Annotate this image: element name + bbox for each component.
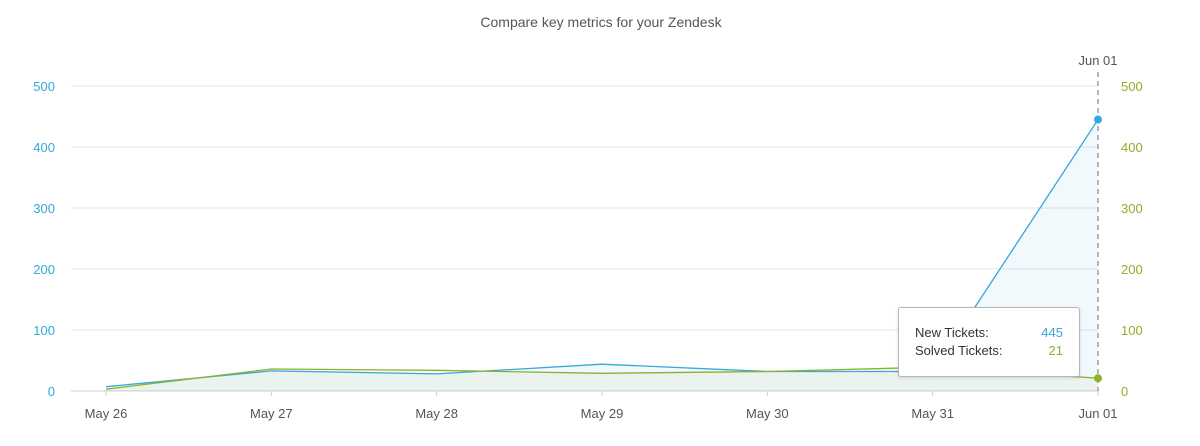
grid-lines: [71, 85, 1098, 392]
tooltip-value-solved-tickets: 21: [1048, 343, 1063, 358]
y-left-tick-400: 400: [33, 140, 55, 155]
y-left-tick-200: 200: [33, 262, 55, 277]
y-right-tick-200: 200: [1121, 262, 1143, 277]
y-right-tick-100: 100: [1121, 323, 1143, 338]
x-tick-label-1: May 27: [250, 406, 293, 421]
tooltip-label-solved-tickets: Solved Tickets:: [915, 343, 1003, 358]
x-axis: May 26 May 27 May 28 May 29 May 30 May 31 Jun …: [85, 391, 1118, 421]
x-tick-label-5: May 31: [911, 406, 954, 421]
x-tick-label-4: May 30: [746, 406, 789, 421]
x-tick-label-3: May 29: [581, 406, 624, 421]
y-left-tick-300: 300: [33, 201, 55, 216]
tooltip-row-new-tickets: New Tickets: 445: [915, 324, 1063, 342]
tooltip-value-new-tickets: 445: [1041, 325, 1063, 340]
hover-date-label: Jun 01: [1078, 53, 1117, 68]
y-right-tick-300: 300: [1121, 201, 1143, 216]
x-tick-label-6: Jun 01: [1078, 406, 1117, 421]
y-right-tick-0: 0: [1121, 384, 1128, 399]
y-axis-left: 0 100 200 300 400 500: [33, 79, 55, 399]
chart-title: Compare key metrics for your Zendesk: [480, 14, 722, 30]
y-right-tick-500: 500: [1121, 79, 1143, 94]
y-left-tick-100: 100: [33, 323, 55, 338]
tooltip-row-solved-tickets: Solved Tickets: 21: [915, 342, 1063, 360]
x-tick-label-2: May 28: [415, 406, 458, 421]
point-new-tickets-6[interactable]: [1094, 115, 1102, 124]
tooltip: New Tickets: 445 Solved Tickets: 21: [898, 307, 1080, 377]
hover-markers[interactable]: [1094, 115, 1102, 383]
y-axis-right: 0 100 200 300 400 500: [1121, 79, 1143, 399]
y-right-tick-400: 400: [1121, 140, 1143, 155]
y-left-tick-0: 0: [48, 384, 55, 399]
tooltip-label-new-tickets: New Tickets:: [915, 325, 989, 340]
point-solved-tickets-6[interactable]: [1094, 374, 1102, 383]
x-tick-label-0: May 26: [85, 406, 128, 421]
area-solved-tickets: [106, 367, 1098, 391]
y-left-tick-500: 500: [33, 79, 55, 94]
